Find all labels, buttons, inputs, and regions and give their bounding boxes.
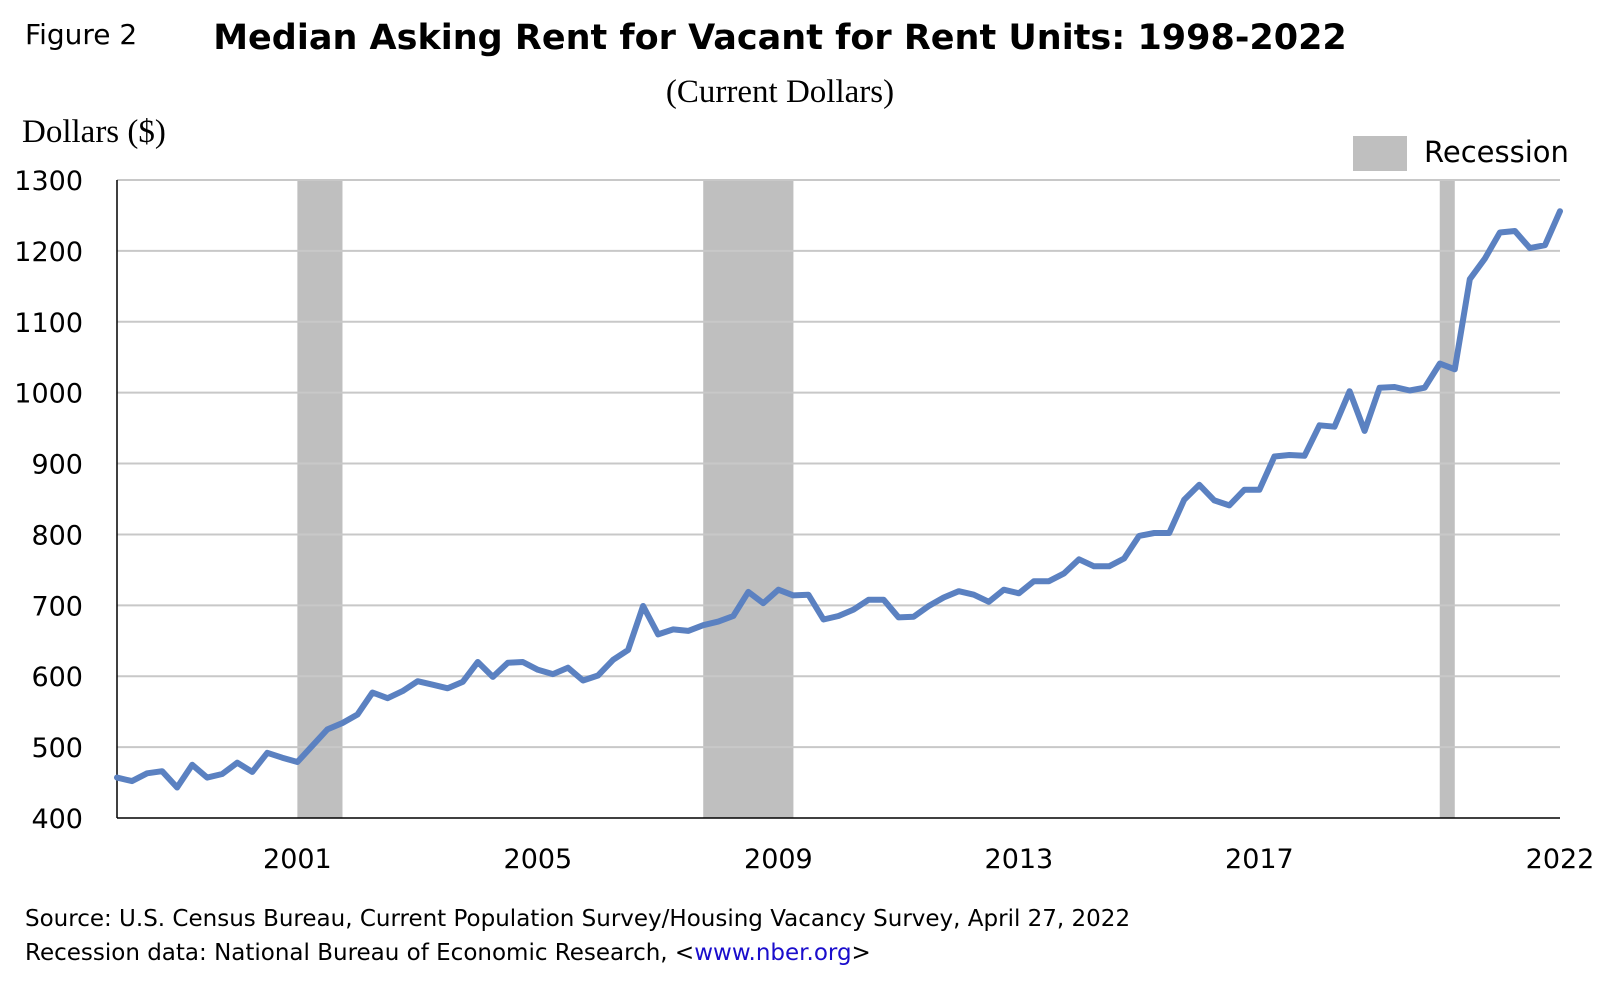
x-tick-label-2013: 2013	[985, 844, 1054, 875]
x-tick-label-2001: 2001	[263, 844, 332, 875]
y-tick-label-1200: 1200	[14, 237, 83, 268]
y-tick-label-1300: 1300	[14, 166, 83, 197]
y-tick-label-900: 900	[31, 450, 83, 481]
y-tick-labels: 400 500 600 700 800 900 1000 1100 1200 1300	[14, 166, 83, 835]
source-line: Source: U.S. Census Bureau, Current Popu…	[25, 906, 1131, 932]
series-layer	[114, 208, 1563, 791]
recession-band-2	[703, 180, 794, 818]
y-tick-label-500: 500	[31, 733, 83, 764]
y-tick-label-1100: 1100	[14, 308, 83, 339]
recession-source-line: Recession data: National Bureau of Econo…	[25, 936, 1130, 970]
y-tick-label-700: 700	[31, 591, 83, 622]
recession-band-1	[297, 180, 343, 818]
figure-label: Figure 2	[25, 18, 138, 51]
recession-source-suffix: >	[851, 940, 871, 966]
y-tick-label-400: 400	[31, 804, 83, 835]
x-tick-label-2009: 2009	[744, 844, 813, 875]
y-tick-label-800: 800	[31, 520, 83, 551]
chart-title: Median Asking Rent for Vacant for Rent U…	[213, 18, 1347, 58]
gridlines	[117, 179, 1560, 749]
nber-link[interactable]: www.nber.org	[694, 940, 852, 966]
recession-bands	[297, 180, 1455, 818]
legend-label-recession: Recession	[1424, 135, 1569, 169]
x-tick-label-2022: 2022	[1526, 844, 1595, 875]
axes	[116, 180, 1560, 819]
chart-subtitle: (Current Dollars)	[665, 74, 895, 110]
x-tick-labels: 2001 2005 2009 2013 2017 2022	[263, 844, 1594, 875]
source-note: Source: U.S. Census Bureau, Current Popu…	[25, 902, 1130, 970]
legend-swatch-recession	[1353, 136, 1407, 171]
y-tick-label-1000: 1000	[14, 379, 83, 410]
series-line-1	[114, 208, 1563, 791]
legend: Recession	[1353, 135, 1569, 171]
y-tick-label-600: 600	[31, 662, 83, 693]
y-axis-title: Dollars ($)	[22, 114, 166, 150]
recession-source-prefix: Recession data: National Bureau of Econo…	[25, 940, 695, 966]
x-tick-label-2017: 2017	[1225, 844, 1294, 875]
recession-band-3	[1439, 180, 1455, 818]
x-tick-label-2005: 2005	[504, 844, 573, 875]
